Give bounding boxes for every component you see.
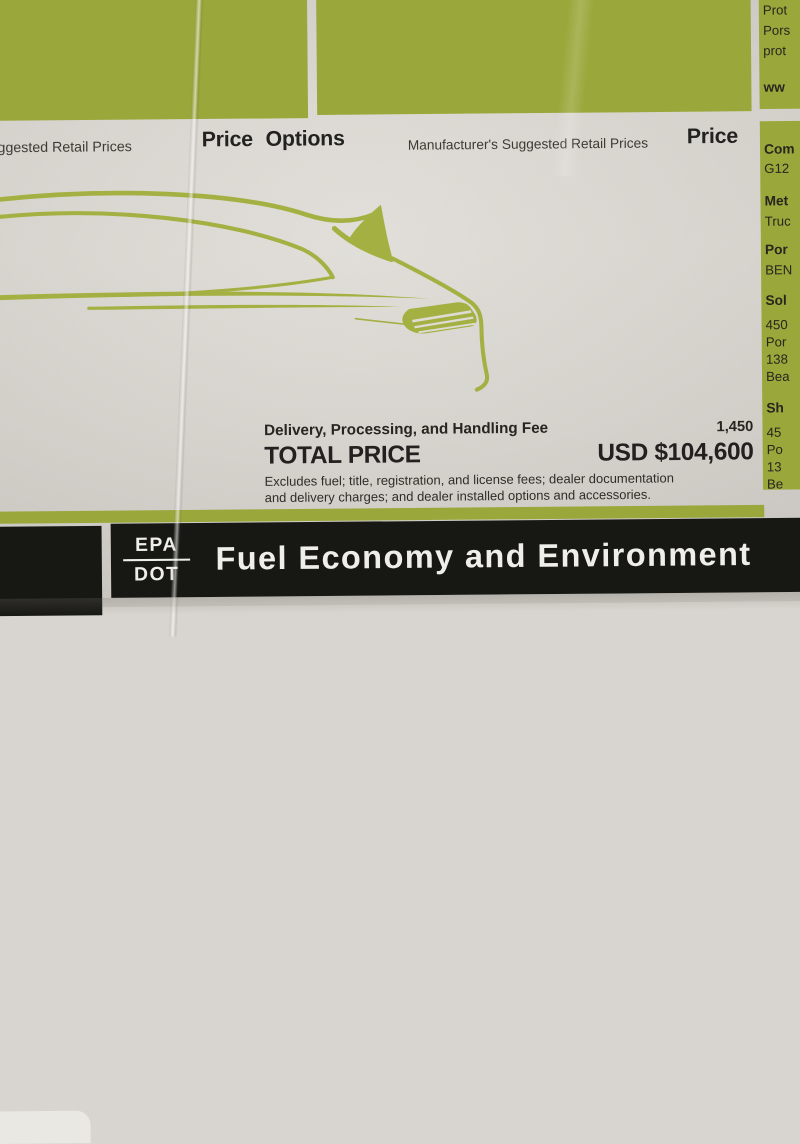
options-column-header: Options <box>265 126 345 151</box>
epa-label: EPA <box>134 534 178 557</box>
white-panel-corner <box>0 1110 91 1144</box>
sidebar-text-fragment: Prot <box>762 2 788 18</box>
sidebar-address-fragment: Por <box>765 334 787 350</box>
sidebar-address-fragment: 450 <box>765 316 788 333</box>
sidebar-text-fragment: Pors <box>762 22 791 38</box>
sidebar-value-fragment: G12 <box>764 160 790 177</box>
msrp-column-header-left: uggested Retail Prices <box>0 137 132 156</box>
dot-label: DOT <box>134 563 180 586</box>
sidebar-label-fragment: Met <box>764 193 789 209</box>
sidebar-label-fragment: Por <box>764 241 788 258</box>
price-column-header-right: Price <box>686 124 739 149</box>
epa-dot-badge: EPA DOT <box>119 532 195 587</box>
sidebar-value-fragment: BEN <box>765 262 793 278</box>
total-price-label: TOTAL PRICE <box>264 440 421 470</box>
car-sketch-illustration <box>0 182 502 402</box>
sidebar-label-fragment: Sh <box>766 400 784 416</box>
msrp-column-header-right: Manufacturer's Suggested Retail Prices <box>407 135 649 153</box>
total-price-value: USD $104,600 <box>597 438 754 467</box>
sidebar-address-fragment: Bea <box>766 368 790 385</box>
sidebar-value-fragment: Truc <box>764 213 791 229</box>
sidebar-address-fragment: 45 <box>766 424 782 440</box>
sidebar-address-fragment: Po <box>766 441 783 458</box>
sidebar-label-fragment: Com <box>764 141 795 157</box>
sidebar-address-fragment: 13 <box>766 459 782 475</box>
price-disclaimer: Excludes fuel; title, registration, and … <box>264 469 753 506</box>
fuel-economy-header-bar: EPA DOT Fuel Economy and Environment <box>110 517 800 598</box>
fuel-economy-title: Fuel Economy and Environment <box>215 535 752 577</box>
sidebar-address-fragment: Be <box>766 476 784 490</box>
total-price-row: TOTAL PRICE USD $104,600 <box>264 438 753 471</box>
sidebar-url-fragment: ww <box>763 79 785 95</box>
car-sketch-svg <box>0 190 490 392</box>
sidebar-vehicle-info-block: Com G12 Met Truc Por BEN Sol 450 Por 138… <box>759 120 800 490</box>
price-disclaimer-line2: and delivery charges; and dealer install… <box>264 486 652 506</box>
delivery-fee-row: Delivery, Processing, and Handling Fee 1… <box>264 418 753 440</box>
top-green-block-middle <box>316 0 752 115</box>
sidebar-label-fragment: Sol <box>765 292 787 308</box>
sidebar-address-fragment: 138 <box>765 351 789 367</box>
price-column-header-left: Price <box>201 127 253 152</box>
pricing-summary: Delivery, Processing, and Handling Fee 1… <box>264 418 754 507</box>
sidebar-text-fragment: prot <box>763 42 787 59</box>
sidebar-warranty-block: Prot Pors prot ww <box>758 0 800 110</box>
delivery-fee-label: Delivery, Processing, and Handling Fee <box>264 419 549 440</box>
top-green-block-left <box>0 0 309 121</box>
delivery-fee-value: 1,450 <box>716 418 754 436</box>
